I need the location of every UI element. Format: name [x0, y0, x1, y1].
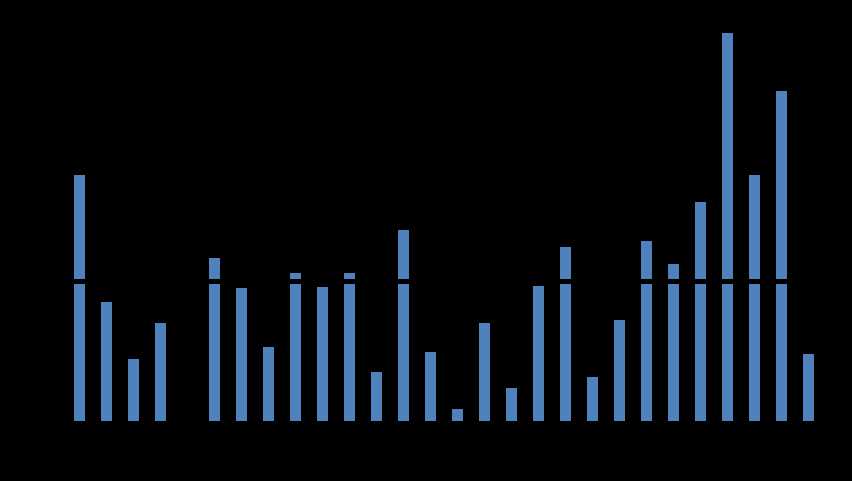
- bar: [452, 409, 463, 421]
- average-line-dash: [639, 279, 654, 284]
- average-line-dash: [207, 279, 222, 284]
- bar: [587, 377, 598, 421]
- average-line-dash: [288, 279, 303, 284]
- bar: [288, 273, 303, 421]
- bar: [479, 323, 490, 421]
- average-line-dash: [396, 279, 411, 284]
- average-line-dash: [666, 279, 681, 284]
- bar: [720, 33, 735, 421]
- average-line-dash: [558, 279, 573, 284]
- bar: [425, 352, 436, 421]
- bar: [101, 302, 112, 421]
- bar: [263, 347, 274, 421]
- bar: [614, 320, 625, 421]
- average-line-dash: [693, 279, 708, 284]
- bar: [72, 175, 87, 421]
- bar: [774, 91, 789, 421]
- average-line-dash: [72, 279, 87, 284]
- bar: [558, 247, 573, 421]
- bar: [747, 175, 762, 421]
- bar: [371, 372, 382, 421]
- bar: [207, 258, 222, 421]
- bar: [803, 354, 814, 421]
- average-line-dash: [720, 279, 735, 284]
- bar: [693, 202, 708, 421]
- bar: [155, 323, 166, 421]
- average-line-dash: [747, 279, 762, 284]
- average-line-dash: [774, 279, 789, 284]
- bar: [666, 264, 681, 421]
- bar: [533, 286, 544, 421]
- bar: [128, 359, 139, 421]
- average-line-dash: [342, 279, 357, 284]
- bar: [342, 273, 357, 421]
- bar: [639, 241, 654, 421]
- bar: [396, 230, 411, 421]
- bar: [506, 388, 517, 421]
- bar: [236, 288, 247, 421]
- bar: [317, 287, 328, 421]
